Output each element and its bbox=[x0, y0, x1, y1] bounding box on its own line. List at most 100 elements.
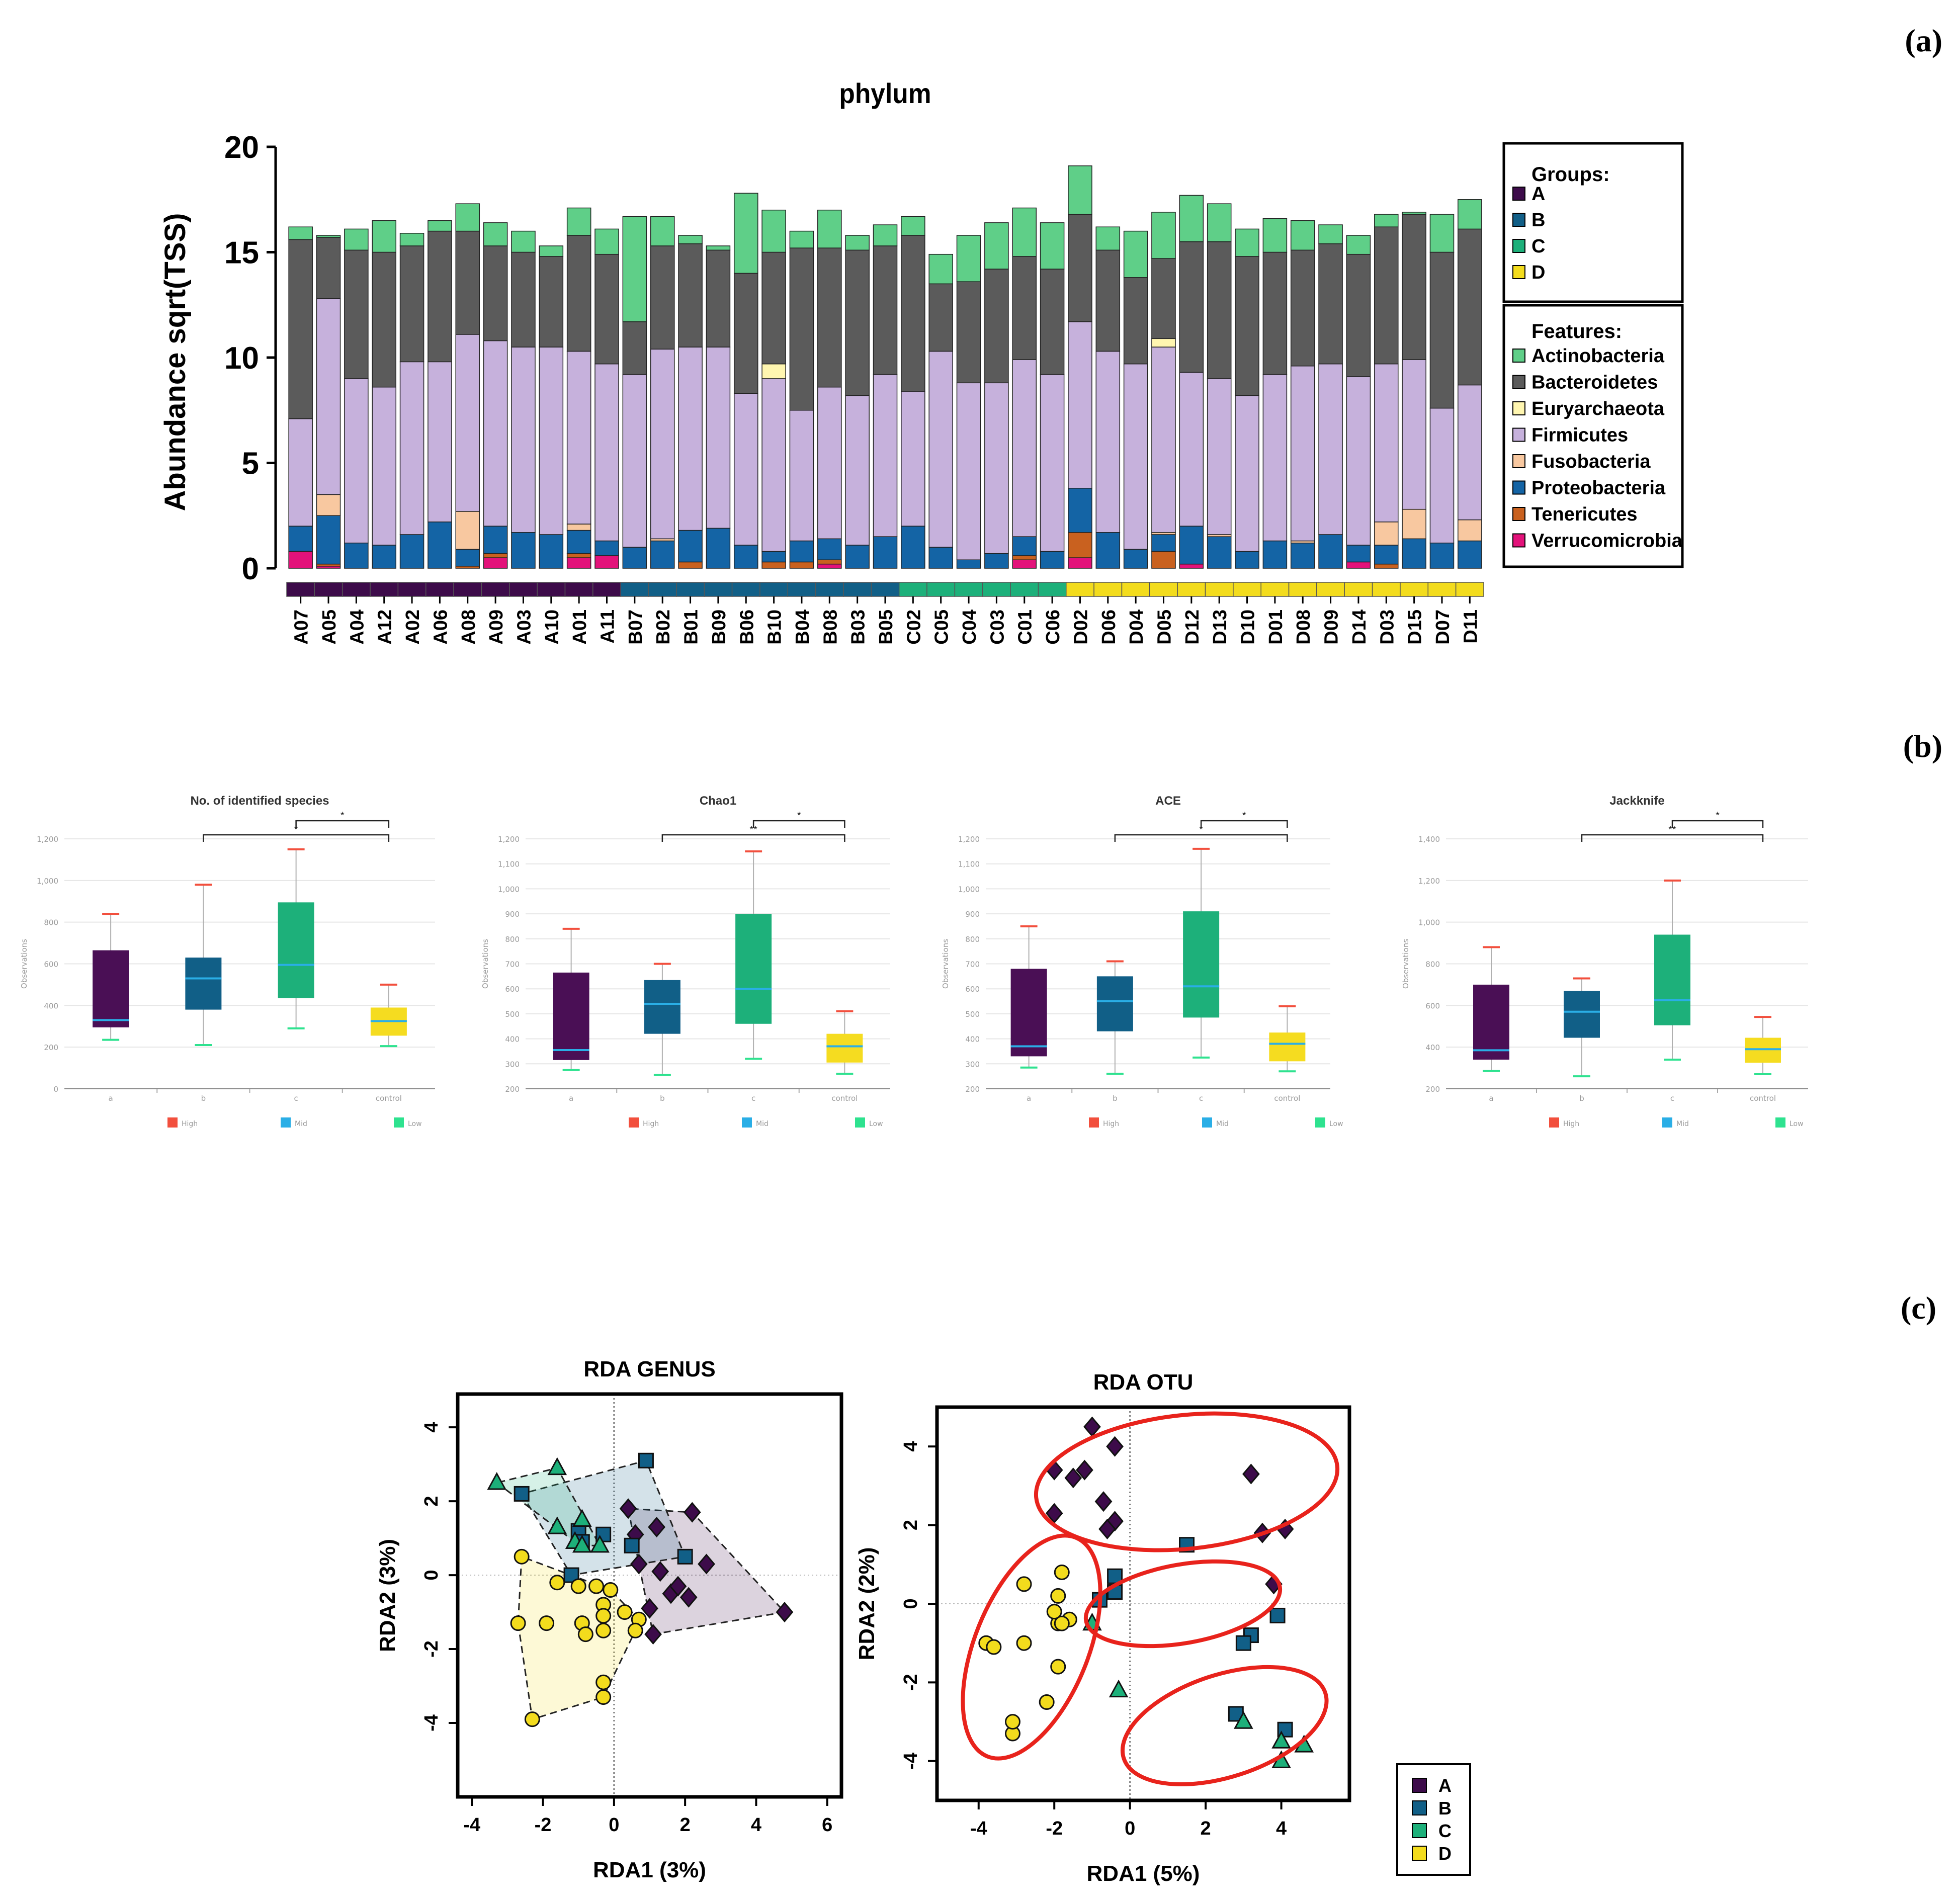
bar-segment-proteobacteria bbox=[1179, 526, 1204, 565]
bar-segment-actinobacteria bbox=[873, 224, 898, 246]
point-circle bbox=[1050, 1659, 1066, 1675]
bar-segment-bacteroidetes bbox=[1235, 256, 1259, 396]
y-axis-label: RDA2 (2%) bbox=[855, 1547, 879, 1661]
legend-label: High bbox=[643, 1120, 659, 1128]
legend-swatch bbox=[1512, 187, 1525, 201]
bar-segment-firmicutes bbox=[678, 347, 703, 531]
bar-segment-firmicutes bbox=[1123, 363, 1148, 550]
group-strip-cell bbox=[1149, 582, 1178, 597]
point-square bbox=[1235, 1635, 1251, 1651]
y-tick-label: 200 bbox=[965, 1085, 980, 1094]
x-tick-label: 2 bbox=[680, 1814, 691, 1836]
x-tick-label: control bbox=[1274, 1094, 1300, 1103]
bar-segment-proteobacteria bbox=[316, 515, 341, 565]
bar-segment-firmicutes bbox=[1290, 366, 1315, 542]
x-tick-label: 2 bbox=[1201, 1818, 1211, 1839]
group-strip-cell bbox=[815, 582, 844, 597]
y-tick-label: 200 bbox=[44, 1043, 58, 1052]
group-strip-cell bbox=[509, 582, 538, 597]
x-tick-label: B05 bbox=[876, 610, 897, 645]
y-tick-label: 0 bbox=[242, 552, 259, 586]
y-tick-label: 1,200 bbox=[1418, 877, 1440, 886]
bar-segment-bacteroidetes bbox=[483, 245, 508, 341]
legend-swatch bbox=[167, 1117, 178, 1128]
point-triangle bbox=[1234, 1711, 1253, 1729]
y-tick-label: 800 bbox=[1425, 960, 1440, 969]
group-strip-cell bbox=[731, 582, 760, 597]
x-tick-label: A01 bbox=[569, 610, 590, 645]
bar-segment-firmicutes bbox=[873, 374, 898, 537]
bar-segment-actinobacteria bbox=[288, 226, 313, 240]
y-tick-label: 2 bbox=[900, 1520, 921, 1530]
x-tick-label: control bbox=[376, 1094, 402, 1103]
bar-segment-proteobacteria bbox=[372, 545, 396, 569]
legend-features-title: Features: bbox=[1531, 320, 1622, 342]
bar-segment-firmicutes bbox=[1458, 384, 1482, 521]
bar-segment-firmicutes bbox=[1346, 376, 1371, 546]
x-tick-label: D11 bbox=[1460, 610, 1481, 644]
box-c bbox=[1183, 911, 1220, 1018]
bar-segment-actinobacteria bbox=[1318, 224, 1343, 244]
point-diamond bbox=[1045, 1503, 1063, 1524]
bar-segment-firmicutes bbox=[706, 347, 731, 529]
bar-segment-proteobacteria bbox=[845, 545, 870, 569]
bar-segment-actinobacteria bbox=[1374, 214, 1399, 227]
point-diamond bbox=[1242, 1463, 1260, 1485]
bar-segment-actinobacteria bbox=[1012, 207, 1037, 257]
cluster-ellipse bbox=[1083, 1559, 1283, 1649]
point-circle bbox=[603, 1582, 619, 1598]
legend-swatch bbox=[1512, 265, 1525, 279]
rda-legend-swatch bbox=[1412, 1823, 1427, 1838]
boxplot-3: ACE 200 300 400 500 600 700 800 900 1,000 1,100 1,2… bbox=[941, 794, 1343, 1128]
legend-label: Low bbox=[1790, 1120, 1804, 1128]
point-circle bbox=[577, 1626, 593, 1642]
bar-segment-bacteroidetes bbox=[1346, 253, 1371, 377]
significance-label: * bbox=[294, 824, 298, 835]
point-diamond bbox=[619, 1498, 637, 1519]
x-tick-label: C05 bbox=[931, 610, 953, 645]
group-strip-cell bbox=[676, 582, 705, 597]
cluster-ellipse bbox=[1034, 1411, 1340, 1552]
y-tick-label: 4 bbox=[900, 1441, 921, 1452]
bar-segment-proteobacteria bbox=[428, 522, 452, 569]
group-strip-cell bbox=[1066, 582, 1094, 597]
point-circle bbox=[510, 1615, 526, 1631]
point-circle bbox=[549, 1575, 565, 1591]
legend-swatch bbox=[1549, 1117, 1559, 1128]
legend-swatch bbox=[1512, 480, 1525, 495]
point-circle bbox=[1016, 1576, 1032, 1592]
rda-legend-label: B bbox=[1438, 1798, 1452, 1819]
bar-segment-actinobacteria bbox=[761, 209, 786, 253]
x-tick-label: D13 bbox=[1210, 610, 1231, 645]
bar-segment-proteobacteria bbox=[1374, 545, 1399, 565]
boxplot-1: No. of identified species 0 200 400 600 800 1,… bbox=[20, 794, 435, 1128]
bar-segment-proteobacteria bbox=[1402, 538, 1426, 569]
x-tick-label: c bbox=[1670, 1094, 1674, 1103]
chart-title: phylum bbox=[839, 78, 931, 109]
legend-label: C bbox=[1531, 236, 1545, 257]
bar-segment-bacteroidetes bbox=[1012, 256, 1037, 360]
x-tick-label: B02 bbox=[653, 610, 674, 645]
legend-label: Euryarchaeota bbox=[1531, 398, 1665, 419]
group-strip-cell bbox=[453, 582, 482, 597]
x-tick-label: B03 bbox=[848, 610, 869, 645]
legend-label: High bbox=[1563, 1120, 1579, 1128]
bar-segment-actinobacteria bbox=[984, 222, 1009, 270]
box-a bbox=[1010, 969, 1047, 1057]
boxplot-title: Jackknife bbox=[1609, 794, 1664, 808]
x-tick-label: B09 bbox=[709, 610, 730, 645]
bar-segment-bacteroidetes bbox=[455, 230, 480, 335]
y-tick-label: 0 bbox=[900, 1598, 921, 1609]
bar-segment-tenericutes bbox=[1012, 555, 1037, 560]
legend-swatch bbox=[394, 1117, 404, 1128]
point-circle bbox=[595, 1622, 612, 1638]
point-triangle bbox=[487, 1472, 507, 1490]
point-triangle bbox=[547, 1457, 567, 1476]
phylum-stacked-bar-chart: phylum 0 5 10 15 20 Abundance sqrt(TSS) A07 A05 A… bbox=[159, 78, 1684, 645]
bar-segment-proteobacteria bbox=[1040, 551, 1065, 569]
bar-segment-firmicutes bbox=[566, 351, 591, 525]
bar-segment-tenericutes bbox=[1151, 551, 1176, 569]
point-diamond bbox=[669, 1576, 687, 1597]
point-circle bbox=[588, 1578, 605, 1594]
bar-segment-proteobacteria bbox=[539, 534, 564, 569]
